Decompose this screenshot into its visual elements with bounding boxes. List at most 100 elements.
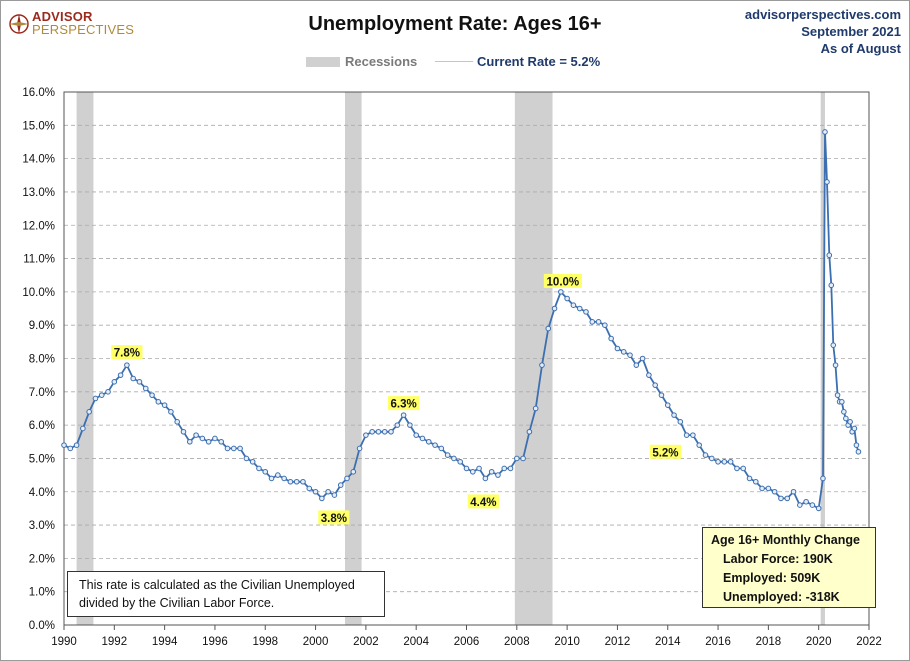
data-point bbox=[300, 478, 306, 485]
annotation-highlight bbox=[111, 345, 143, 360]
data-point bbox=[249, 458, 256, 465]
data-point bbox=[652, 382, 658, 388]
data-point bbox=[111, 379, 118, 385]
data-point bbox=[727, 458, 734, 465]
data-point bbox=[388, 428, 394, 435]
data-point bbox=[620, 349, 627, 355]
data-point bbox=[413, 432, 419, 438]
labor-force-change: Labor Force: 190K bbox=[723, 552, 833, 566]
data-point bbox=[180, 428, 187, 435]
data-point bbox=[532, 405, 539, 412]
data-point bbox=[463, 465, 470, 472]
data-point bbox=[451, 455, 457, 462]
unemployment-rate-line bbox=[63, 131, 860, 510]
data-point bbox=[828, 282, 835, 289]
y-tick-label: 2.0% bbox=[29, 553, 55, 565]
data-point bbox=[86, 409, 92, 415]
data-point bbox=[797, 502, 803, 508]
data-point bbox=[740, 465, 747, 472]
recession-legend-swatch bbox=[306, 57, 340, 67]
current-rate-legend-label: Current Rate = 5.2% bbox=[477, 54, 601, 69]
data-point bbox=[765, 485, 772, 492]
y-tick-label: 15.0% bbox=[22, 120, 55, 132]
data-point bbox=[344, 475, 350, 482]
annotation-label: 7.8% bbox=[114, 348, 140, 360]
data-point bbox=[319, 495, 325, 502]
x-tick-label: 1994 bbox=[152, 636, 178, 648]
compass-icon bbox=[9, 14, 29, 34]
y-tick-label: 8.0% bbox=[29, 354, 55, 366]
data-point bbox=[350, 468, 357, 475]
x-tick-label: 2008 bbox=[504, 636, 530, 648]
x-tick-label: 2006 bbox=[454, 636, 480, 648]
site-info: advisorperspectives.com September 2021 A… bbox=[745, 6, 901, 57]
data-point bbox=[262, 468, 269, 475]
x-tick-label: 2020 bbox=[806, 636, 832, 648]
data-point bbox=[161, 402, 168, 408]
data-point bbox=[778, 495, 784, 502]
employed-change: Employed: 509K bbox=[723, 571, 821, 585]
site-name: advisorperspectives.com bbox=[744, 7, 901, 22]
advisor-perspectives-logo: ADVISOR PERSPECTIVES bbox=[8, 7, 138, 41]
data-point bbox=[752, 478, 759, 485]
data-point bbox=[80, 425, 86, 432]
y-tick-label: 3.0% bbox=[29, 520, 55, 532]
data-point bbox=[444, 452, 451, 458]
x-tick-label: 2004 bbox=[403, 636, 429, 648]
y-tick-label: 14.0% bbox=[22, 154, 55, 166]
data-point bbox=[92, 395, 99, 402]
data-point bbox=[658, 392, 665, 398]
x-tick-label: 2010 bbox=[554, 636, 580, 648]
data-point bbox=[400, 412, 407, 418]
data-point bbox=[130, 375, 136, 382]
y-tick-label: 7.0% bbox=[29, 387, 55, 399]
data-point bbox=[639, 355, 646, 362]
data-point bbox=[287, 478, 294, 485]
data-point bbox=[520, 455, 526, 462]
data-point bbox=[231, 445, 237, 452]
data-point bbox=[457, 458, 464, 465]
data-point bbox=[822, 129, 828, 135]
data-point bbox=[826, 252, 833, 259]
x-tick-label: 2018 bbox=[756, 636, 782, 648]
annotation-highlight bbox=[649, 444, 682, 459]
data-point bbox=[356, 445, 363, 452]
data-point bbox=[488, 468, 495, 475]
data-point bbox=[256, 465, 262, 472]
annotation-highlight bbox=[543, 273, 582, 288]
y-tick-label: 1.0% bbox=[29, 587, 55, 599]
x-tick-label: 2002 bbox=[353, 636, 379, 648]
x-tick-label: 2000 bbox=[303, 636, 329, 648]
y-tick-label: 6.0% bbox=[29, 420, 55, 432]
chart-title: Unemployment Rate: Ages 16+ bbox=[308, 13, 602, 35]
note-line1: This rate is calculated as the Civilian … bbox=[79, 578, 355, 592]
data-point bbox=[363, 432, 369, 438]
x-tick-label: 1996 bbox=[202, 636, 228, 648]
data-point bbox=[576, 305, 583, 312]
y-tick-label: 11.0% bbox=[23, 254, 55, 266]
as-of-date: As of August bbox=[820, 41, 901, 56]
data-point bbox=[820, 475, 826, 482]
data-point bbox=[275, 472, 281, 478]
data-point bbox=[193, 432, 199, 438]
data-point bbox=[734, 465, 740, 472]
data-point bbox=[482, 475, 489, 482]
series-markers bbox=[61, 129, 862, 512]
data-point bbox=[702, 452, 709, 458]
y-tick-label: 4.0% bbox=[29, 487, 55, 499]
data-point bbox=[853, 442, 860, 448]
data-point bbox=[595, 319, 602, 325]
data-point bbox=[627, 352, 633, 358]
data-point bbox=[855, 448, 862, 455]
data-point bbox=[117, 372, 124, 378]
data-point bbox=[721, 458, 728, 465]
data-point bbox=[67, 445, 74, 452]
data-point bbox=[199, 435, 206, 442]
note-line2: divided by the Civilian Labor Force. bbox=[79, 596, 275, 610]
annotation-label: 6.3% bbox=[391, 399, 417, 411]
unemployed-change: Unemployed: -318K bbox=[723, 590, 840, 604]
annotation-label: 5.2% bbox=[652, 447, 678, 459]
data-point bbox=[790, 488, 797, 495]
data-point bbox=[375, 428, 382, 435]
data-point bbox=[602, 322, 608, 328]
